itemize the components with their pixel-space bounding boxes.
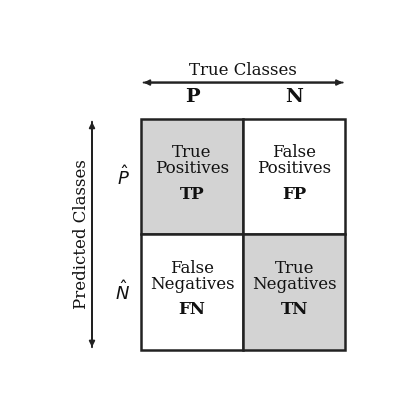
Text: TN: TN	[281, 301, 308, 318]
Text: $\hat{P}$: $\hat{P}$	[117, 165, 130, 189]
Text: N: N	[285, 88, 303, 106]
Text: FP: FP	[282, 186, 307, 203]
Text: True Classes: True Classes	[189, 62, 297, 79]
Text: Predicted Classes: Predicted Classes	[73, 159, 90, 309]
Bar	[243, 234, 346, 350]
Text: Positives: Positives	[155, 160, 229, 177]
Text: Negatives: Negatives	[150, 276, 234, 293]
Text: Negatives: Negatives	[252, 276, 336, 293]
Text: True: True	[275, 260, 314, 277]
Text: TP: TP	[180, 186, 204, 203]
Text: False: False	[170, 260, 214, 277]
Bar	[141, 234, 243, 350]
Bar	[243, 119, 346, 234]
Bar	[141, 119, 243, 234]
Text: P: P	[185, 88, 199, 106]
Text: $\hat{N}$: $\hat{N}$	[115, 280, 130, 304]
Text: True: True	[172, 144, 212, 162]
Text: False: False	[272, 144, 316, 162]
Text: FN: FN	[178, 301, 205, 318]
Text: Positives: Positives	[257, 160, 331, 177]
